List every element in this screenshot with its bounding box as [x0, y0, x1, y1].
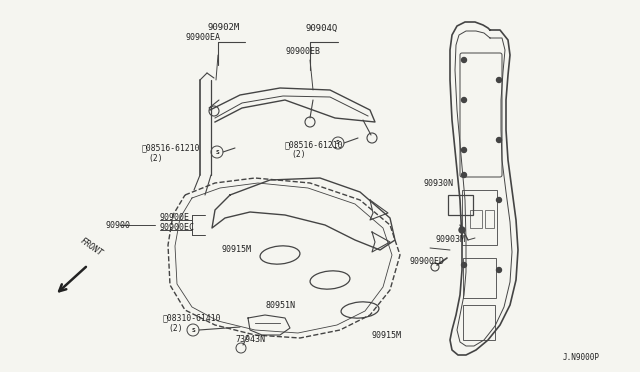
Text: 73943N: 73943N: [235, 336, 265, 344]
Text: 90900: 90900: [105, 221, 130, 230]
Circle shape: [497, 138, 502, 142]
Circle shape: [459, 227, 465, 233]
Text: 90900EC: 90900EC: [160, 224, 195, 232]
Text: 90915M: 90915M: [372, 330, 402, 340]
Text: J.N9000P: J.N9000P: [563, 353, 600, 362]
Text: Ⓝ08310-61410: Ⓝ08310-61410: [163, 314, 221, 323]
Circle shape: [497, 267, 502, 273]
Text: 90900E: 90900E: [160, 214, 190, 222]
Text: 90915M: 90915M: [222, 246, 252, 254]
Bar: [485, 210, 494, 228]
Bar: [463, 258, 496, 298]
Circle shape: [497, 77, 502, 83]
Circle shape: [461, 263, 467, 267]
Circle shape: [461, 58, 467, 62]
Text: 90900EA: 90900EA: [185, 33, 220, 42]
Bar: [463, 305, 495, 340]
Circle shape: [461, 148, 467, 153]
Text: Ⓝ08516-61210: Ⓝ08516-61210: [285, 141, 344, 150]
Bar: [462, 190, 497, 245]
Text: (2): (2): [291, 151, 306, 160]
Text: (2): (2): [148, 154, 163, 163]
Text: 90904Q: 90904Q: [305, 23, 337, 32]
Text: Ⓝ08516-61210: Ⓝ08516-61210: [142, 144, 200, 153]
Circle shape: [497, 198, 502, 202]
Text: 90900EB: 90900EB: [286, 48, 321, 57]
Text: S: S: [336, 141, 340, 145]
Text: FRONT: FRONT: [78, 236, 104, 258]
Text: 90930N: 90930N: [423, 179, 453, 187]
Text: S: S: [215, 150, 219, 154]
Circle shape: [461, 97, 467, 103]
Bar: [470, 210, 482, 228]
Text: (2): (2): [168, 324, 182, 333]
Circle shape: [461, 173, 467, 177]
Text: 90903M: 90903M: [435, 235, 465, 244]
Text: 90902M: 90902M: [207, 23, 239, 32]
Bar: [448, 195, 473, 215]
Text: 80951N: 80951N: [265, 301, 295, 310]
Text: 90900ED: 90900ED: [410, 257, 445, 266]
Text: S: S: [191, 327, 195, 333]
